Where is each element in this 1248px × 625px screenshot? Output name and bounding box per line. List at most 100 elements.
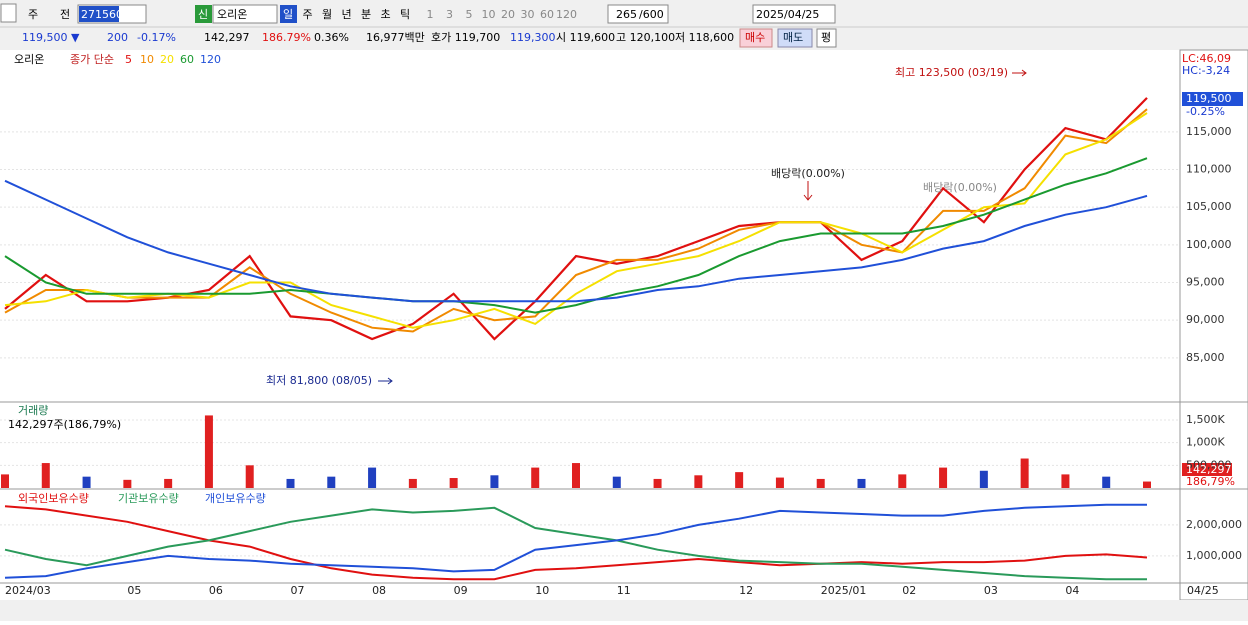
count-box[interactable] — [607, 4, 669, 24]
quote-avg: 평 — [821, 31, 831, 44]
badge-bg — [195, 5, 212, 23]
y-tick-label: 110,000 — [1186, 163, 1232, 176]
last-price: 119,500 — [1186, 92, 1232, 105]
x-end-label: 04/25 — [1187, 584, 1219, 597]
series-line — [4, 506, 1147, 581]
quote-price: 119,500 ▼ — [22, 31, 80, 44]
x-tick-label: 05 — [127, 584, 141, 597]
period-selected — [280, 5, 297, 23]
badge: 신 — [198, 8, 208, 21]
legend-entry: 10 — [140, 53, 154, 66]
date: 2025/04/25 — [756, 8, 819, 21]
period: 분 — [361, 8, 371, 21]
right-axis — [1179, 49, 1248, 601]
code-select — [79, 6, 119, 22]
volume-bar — [1143, 481, 1151, 488]
volume-bar — [857, 478, 866, 488]
quote-high: 고 120,100 — [616, 31, 675, 44]
y-tick-label: 500,000 — [1186, 458, 1232, 471]
y-tick-label: 105,000 — [1186, 200, 1232, 213]
volume-bar — [123, 479, 132, 488]
volume-bar — [164, 478, 173, 488]
last-volume-box — [1182, 463, 1232, 476]
interval: 5 — [466, 8, 473, 21]
volume-bar — [979, 470, 988, 488]
period: 일 — [283, 7, 293, 21]
y-tick-label: 100,000 — [1186, 238, 1232, 251]
quote-change-pct: -0.17% — [137, 31, 176, 44]
series-line — [4, 112, 1148, 329]
quote-volume: 142,297 — [204, 31, 250, 44]
x-tick-label: 2025/01 — [821, 584, 867, 597]
volume-bar — [449, 478, 458, 488]
volume-bar — [1020, 458, 1029, 488]
quote-amount: 16,977백만 — [366, 31, 425, 44]
volume-bar — [572, 463, 580, 488]
date-box[interactable] — [752, 4, 836, 24]
volume-bar — [694, 475, 703, 488]
name-box[interactable] — [212, 4, 278, 24]
volume-bar — [82, 476, 91, 488]
last-volume: 142,297 — [1186, 463, 1232, 476]
period: 주 — [303, 8, 313, 21]
legend-entry: 외국인보유수량 — [18, 492, 89, 505]
prev: 전 — [60, 8, 70, 21]
volume-bar — [816, 478, 825, 488]
x-tick-label: 04 — [1065, 584, 1079, 597]
legend-entry: 5 — [125, 53, 132, 66]
y-tick-label: 1,500K — [1186, 413, 1225, 426]
period: 틱 — [400, 8, 410, 21]
legend-entry: 120 — [200, 53, 221, 66]
volume-bar — [1, 474, 9, 488]
low-label: 최저 81,800 (08/05) — [266, 374, 372, 387]
y-tick-label: 115,000 — [1186, 125, 1232, 138]
legend-entry: 20 — [160, 53, 174, 66]
volume-bar — [286, 478, 295, 488]
x-tick-label: 2024/03 — [5, 584, 51, 597]
legend-entry: 기관보유수량 — [118, 492, 179, 505]
y-tick-label: 85,000 — [1186, 351, 1225, 364]
interval: 60 — [540, 8, 554, 21]
volume-bar — [939, 467, 948, 488]
x-tick-label: 06 — [209, 584, 223, 597]
volume-bar — [41, 463, 50, 488]
y-tick-label: 95,000 — [1186, 275, 1225, 288]
menu-icon[interactable] — [0, 3, 17, 23]
volume-title: 거래량 — [18, 404, 48, 417]
series-line — [4, 179, 1148, 303]
y-tick-label: 1,000,000 — [1186, 549, 1242, 562]
volume-bar — [898, 474, 907, 488]
quote-low: 저 118,600 — [675, 31, 734, 44]
interval: 120 — [556, 8, 577, 21]
volume-bar — [735, 472, 744, 488]
interval: 1 — [427, 8, 434, 21]
volume-bar — [653, 478, 662, 488]
quote-open: 시 119,600 — [556, 31, 615, 44]
avg-button[interactable] — [816, 28, 837, 48]
volume-bar — [1102, 476, 1111, 488]
arrow — [1012, 69, 1027, 77]
x-tick-label: 12 — [739, 584, 753, 597]
stock-label: 오리온 — [14, 53, 44, 66]
buy-button[interactable] — [739, 28, 773, 48]
high-label: 최고 123,500 (03/19) — [895, 66, 1008, 79]
quote-bid: 119,300 — [510, 31, 556, 44]
dividend-label: 배당락(0.00%) — [771, 167, 845, 180]
quote-ask: 호가 119,700 — [431, 31, 500, 44]
x-tick-label: 07 — [291, 584, 305, 597]
volume-bar — [245, 465, 254, 488]
code: 271560 — [81, 8, 123, 21]
scrollbar[interactable] — [0, 600, 1248, 621]
y-tick-label: 1,000K — [1186, 436, 1225, 449]
volume-bar — [368, 467, 377, 488]
count-max: /600 — [639, 8, 664, 21]
sell-button[interactable] — [777, 28, 813, 48]
x-tick-label: 08 — [372, 584, 386, 597]
volume-bar — [775, 477, 784, 488]
market: 주 — [28, 8, 38, 21]
quote-turnover: 0.36% — [314, 31, 349, 44]
interval: 3 — [446, 8, 453, 21]
stock-name: 오리온 — [217, 8, 247, 21]
x-tick-label: 02 — [902, 584, 916, 597]
